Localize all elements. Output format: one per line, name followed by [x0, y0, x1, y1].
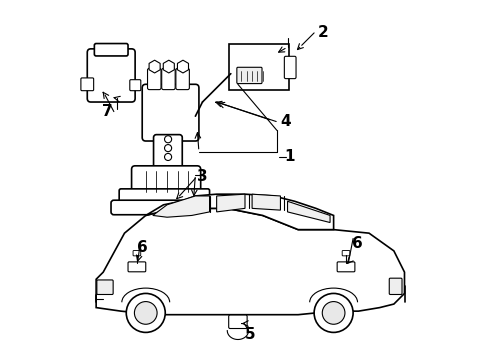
FancyBboxPatch shape	[132, 166, 201, 198]
Polygon shape	[146, 194, 334, 230]
FancyBboxPatch shape	[119, 189, 210, 207]
Text: 6: 6	[352, 236, 363, 251]
FancyBboxPatch shape	[176, 68, 189, 90]
FancyBboxPatch shape	[128, 262, 146, 272]
Circle shape	[314, 293, 353, 332]
Polygon shape	[288, 201, 330, 222]
FancyBboxPatch shape	[229, 44, 289, 90]
FancyBboxPatch shape	[111, 200, 218, 215]
FancyBboxPatch shape	[342, 251, 350, 256]
FancyBboxPatch shape	[337, 262, 355, 272]
FancyBboxPatch shape	[97, 280, 113, 294]
Text: 6: 6	[137, 240, 147, 255]
FancyBboxPatch shape	[133, 251, 141, 256]
Polygon shape	[153, 196, 210, 217]
Circle shape	[126, 293, 165, 332]
Circle shape	[165, 145, 172, 152]
Circle shape	[165, 136, 172, 143]
FancyBboxPatch shape	[130, 80, 141, 91]
Text: 1: 1	[284, 149, 294, 165]
Circle shape	[322, 302, 345, 324]
Circle shape	[165, 153, 172, 161]
FancyBboxPatch shape	[87, 49, 135, 102]
FancyBboxPatch shape	[147, 68, 161, 90]
FancyBboxPatch shape	[284, 56, 296, 78]
Text: 7: 7	[102, 104, 113, 119]
FancyBboxPatch shape	[229, 315, 247, 329]
Polygon shape	[96, 208, 405, 315]
FancyBboxPatch shape	[237, 67, 262, 84]
Text: 4: 4	[280, 114, 291, 129]
Polygon shape	[217, 194, 245, 212]
FancyBboxPatch shape	[162, 68, 175, 90]
FancyBboxPatch shape	[389, 278, 402, 294]
Polygon shape	[252, 194, 280, 210]
Text: 5: 5	[245, 327, 256, 342]
FancyBboxPatch shape	[153, 135, 182, 172]
FancyBboxPatch shape	[95, 44, 128, 56]
Text: 3: 3	[197, 169, 208, 184]
Text: 2: 2	[318, 26, 328, 40]
FancyBboxPatch shape	[142, 84, 199, 141]
Circle shape	[134, 302, 157, 324]
FancyBboxPatch shape	[81, 78, 94, 91]
